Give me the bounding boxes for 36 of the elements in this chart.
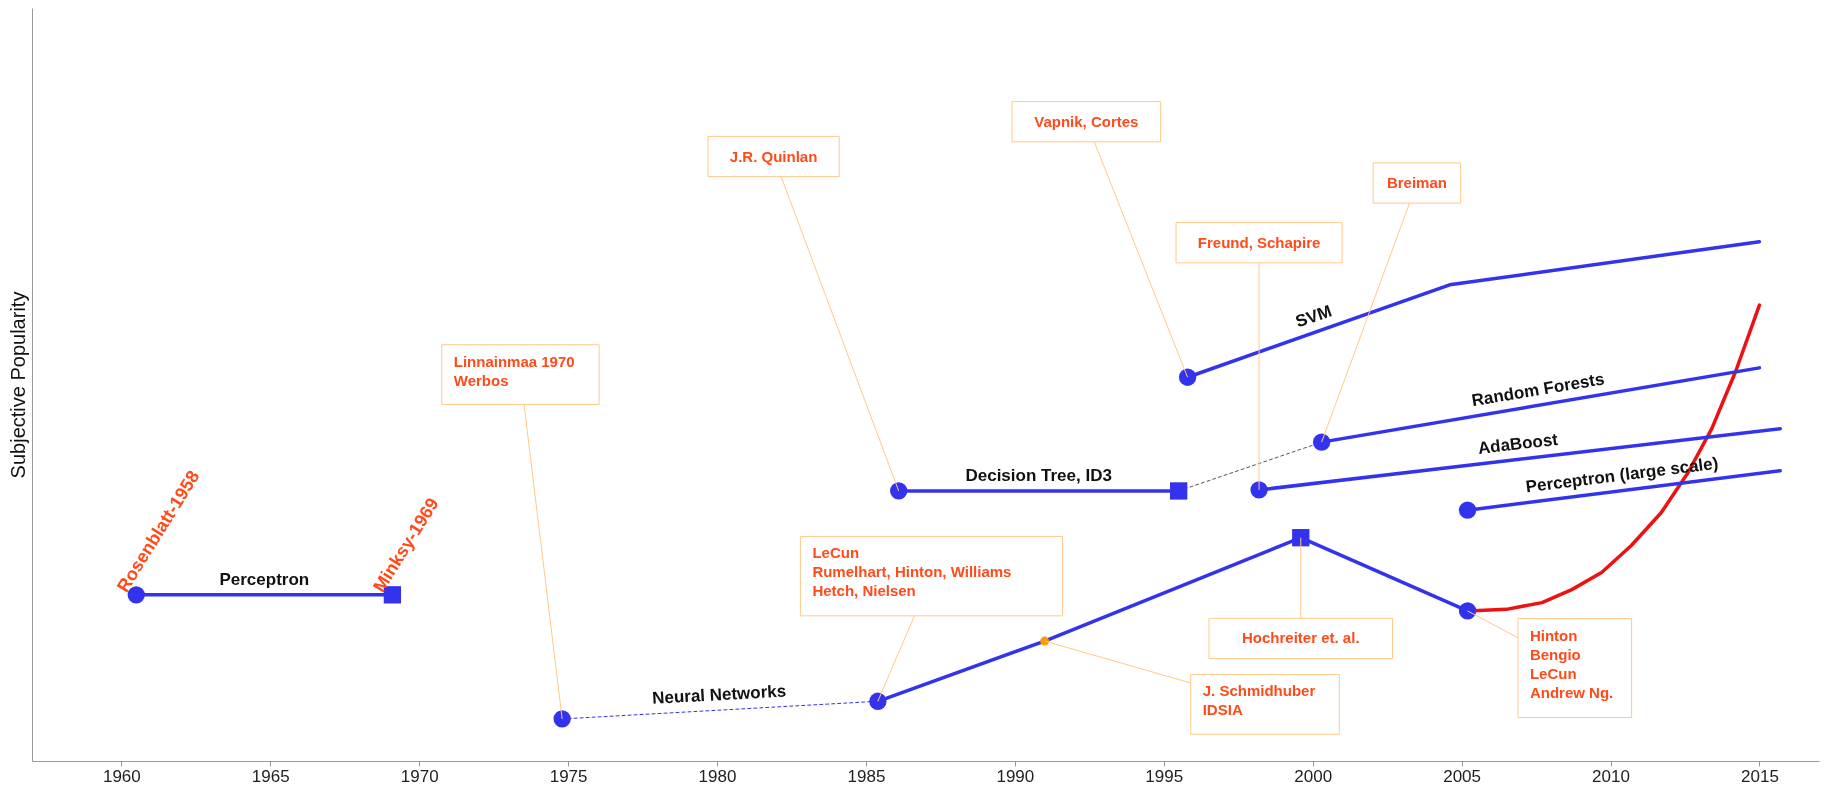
x-tick-label: 1995 bbox=[1145, 766, 1184, 786]
point bbox=[1292, 529, 1310, 547]
annotation: LeCun Rumelhart, Hinton, Williams Hetch, Nielsen bbox=[812, 544, 1012, 600]
annotation: Linnainmaa 1970 Werbos bbox=[453, 352, 575, 389]
x-tick-label: 2015 bbox=[1741, 766, 1779, 786]
point bbox=[553, 710, 571, 728]
x-tick-label: 1965 bbox=[251, 766, 290, 786]
y-axis-title: Subjective Popularity bbox=[6, 291, 29, 479]
point bbox=[1312, 433, 1331, 451]
x-tick-label: 1985 bbox=[847, 766, 886, 786]
text: SVM bbox=[1293, 301, 1335, 332]
series-label: Perceptron bbox=[219, 569, 310, 589]
annotation: J. Schmidhuber IDSIA bbox=[1202, 682, 1316, 719]
point bbox=[1458, 602, 1477, 620]
x-tick-label: 1970 bbox=[400, 766, 439, 786]
annotation: Breiman bbox=[1386, 174, 1447, 192]
point bbox=[1458, 501, 1477, 519]
annotation: J.R. Quinlan bbox=[729, 147, 818, 165]
point bbox=[1178, 368, 1197, 386]
point bbox=[890, 482, 908, 500]
x-tick-label: 1990 bbox=[996, 766, 1035, 786]
x-tick-label: 1975 bbox=[549, 766, 588, 786]
x-tick-label: 2010 bbox=[1592, 766, 1630, 786]
point bbox=[1170, 482, 1188, 500]
annotation: Vapnik, Cortes bbox=[1034, 112, 1139, 130]
x-tick-label: 1960 bbox=[102, 766, 141, 786]
series-label: Decision Tree, ID3 bbox=[965, 465, 1112, 485]
annotation: Freund, Schapire bbox=[1197, 233, 1321, 251]
x-tick-label: 1980 bbox=[698, 766, 737, 786]
series-label: Neural Networks bbox=[651, 681, 787, 708]
point bbox=[869, 692, 887, 710]
x-tick-label: 2005 bbox=[1443, 766, 1482, 786]
x-tick-label: 2000 bbox=[1294, 766, 1333, 786]
annotation: Hinton Bengio LeCun Andrew Ng. bbox=[1529, 626, 1614, 701]
text: Random Forests bbox=[1470, 369, 1606, 411]
annotation: Hochreiter et. al. bbox=[1242, 629, 1360, 647]
